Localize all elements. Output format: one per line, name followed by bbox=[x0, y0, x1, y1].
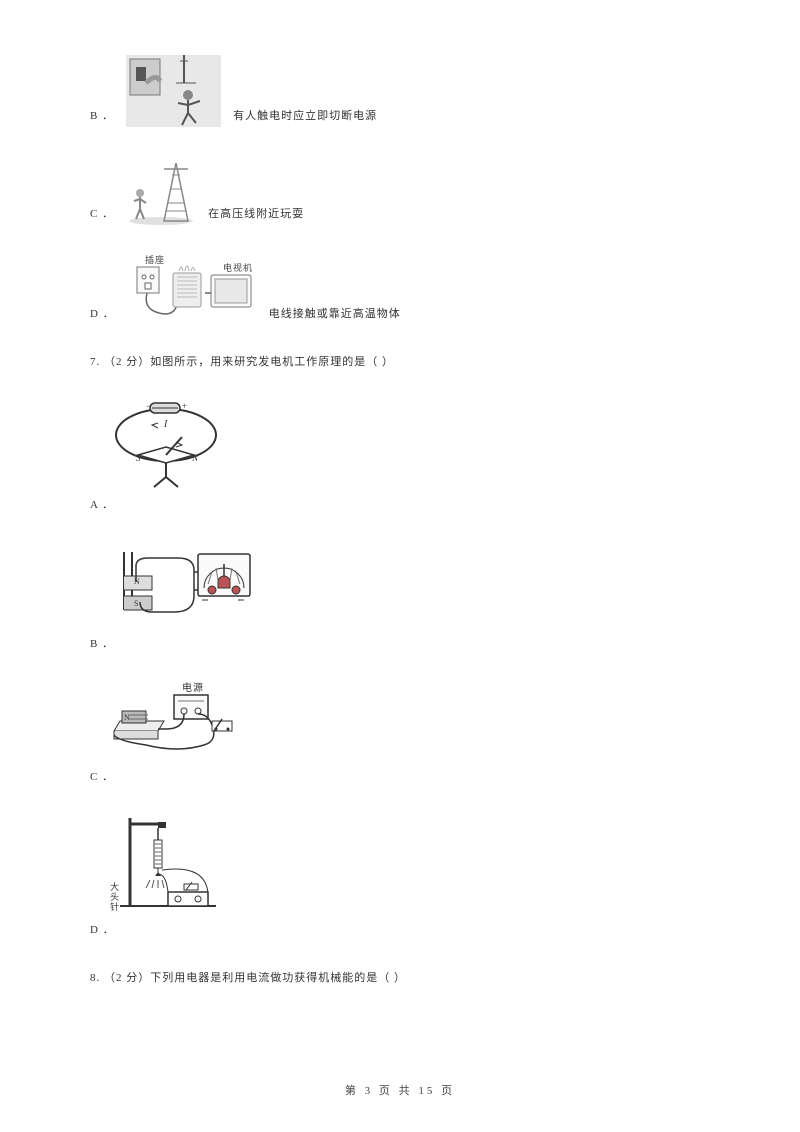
option-c-image bbox=[126, 155, 196, 225]
question-8: 8. （2 分）下列用电器是利用电流做功获得机械能的是（ ） bbox=[90, 969, 710, 985]
option-label: C ． bbox=[90, 768, 698, 788]
option-label: B ． bbox=[90, 107, 114, 127]
pin-label: 大头针 bbox=[109, 881, 119, 912]
option-caption: 电线接触或靠近高温物体 bbox=[269, 305, 401, 325]
option-label: C ． bbox=[90, 205, 114, 225]
option-label: A ． bbox=[90, 496, 698, 516]
svg-text:N: N bbox=[124, 713, 131, 722]
q7c-image: 电源 N bbox=[108, 681, 248, 761]
option-label: B ． bbox=[90, 635, 698, 655]
q7-option-b: N S B ． bbox=[90, 542, 710, 655]
svg-text:I: I bbox=[163, 419, 168, 430]
q7a-image: − + I S N bbox=[108, 397, 228, 489]
q7-option-c: 电源 N C ． bbox=[90, 681, 710, 788]
q7d-image: 大头针 bbox=[108, 814, 228, 914]
svg-text:N: N bbox=[191, 453, 199, 463]
page-footer: 第 3 页 共 15 页 bbox=[0, 1082, 800, 1098]
option-b-image bbox=[126, 55, 221, 127]
q7b-image: N S bbox=[108, 542, 258, 628]
option-label: D ． bbox=[90, 305, 115, 325]
svg-text:N: N bbox=[134, 577, 141, 586]
q7-option-a: − + I S N A ． bbox=[90, 397, 710, 516]
q6-option-b: B ． 有人触电时应立即切断电源 bbox=[90, 55, 710, 127]
q6-option-c: C ． 在高压线附近玩耍 bbox=[90, 155, 710, 225]
tv-label: 电视机 bbox=[223, 262, 253, 273]
power-label: 电源 bbox=[182, 681, 204, 694]
option-caption: 在高压线附近玩耍 bbox=[208, 205, 304, 225]
page-content: B ． 有人触电时应立即切断电源 C ． bbox=[0, 0, 800, 985]
option-caption: 有人触电时应立即切断电源 bbox=[233, 107, 377, 127]
q6-option-d: D ． 插座 电视机 电线接触或靠近高温物体 bbox=[90, 253, 710, 325]
option-d-image: 插座 电视机 bbox=[127, 253, 257, 325]
socket-label: 插座 bbox=[145, 254, 165, 265]
svg-text:S: S bbox=[136, 453, 142, 463]
svg-text:+: + bbox=[182, 401, 188, 411]
q7-option-d: 大头针 D ． bbox=[90, 814, 710, 941]
question-7: 7. （2 分）如图所示，用来研究发电机工作原理的是（ ） bbox=[90, 353, 710, 369]
option-label: D ． bbox=[90, 921, 698, 941]
svg-text:S: S bbox=[134, 599, 139, 608]
svg-text:−: − bbox=[146, 401, 152, 411]
